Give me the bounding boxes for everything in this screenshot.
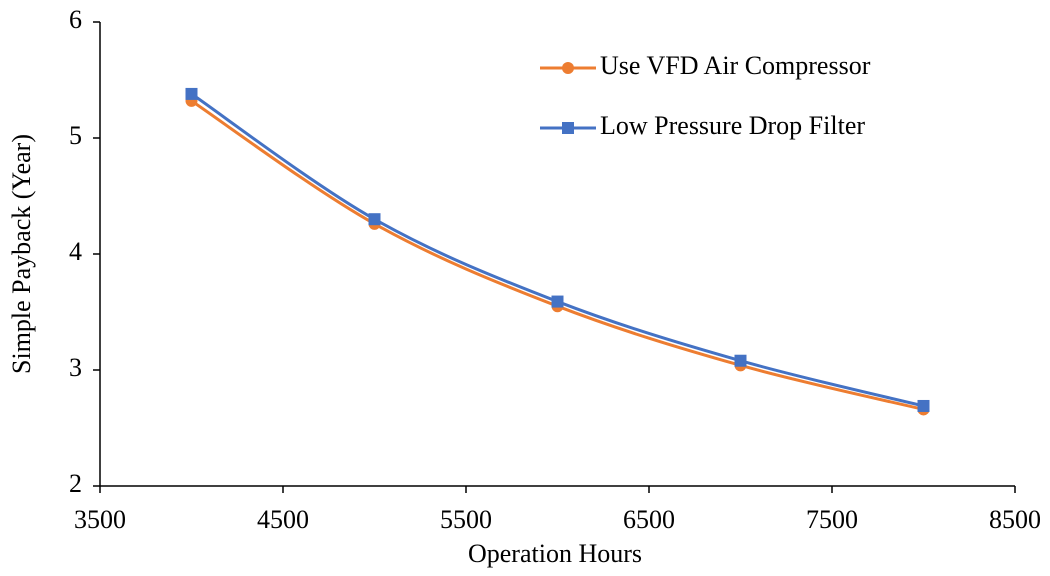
x-tick-label: 6500 (623, 505, 675, 534)
series-line (190, 92, 924, 408)
series-line (190, 99, 924, 411)
x-tick-label: 5500 (440, 505, 492, 534)
y-axis-label: Simple Payback (Year) (7, 134, 36, 374)
y-tick-label: 3 (69, 353, 82, 382)
x-tick-label: 3500 (74, 505, 126, 534)
legend-label: Use VFD Air Compressor (600, 51, 871, 80)
x-axis-label: Operation Hours (468, 539, 642, 568)
marker (185, 87, 198, 100)
x-tick-label: 4500 (257, 505, 309, 534)
x-tick-label: 8500 (989, 505, 1041, 534)
marker (917, 399, 930, 412)
marker (562, 62, 574, 74)
y-tick-label: 6 (69, 5, 82, 34)
y-tick-label: 2 (69, 469, 82, 498)
x-tick-label: 7500 (806, 505, 858, 534)
marker (734, 354, 747, 367)
y-tick-label: 4 (69, 237, 82, 266)
y-tick-label: 5 (69, 121, 82, 150)
marker (551, 295, 564, 308)
legend-label: Low Pressure Drop Filter (600, 111, 865, 140)
marker (562, 122, 574, 134)
marker (368, 213, 381, 226)
